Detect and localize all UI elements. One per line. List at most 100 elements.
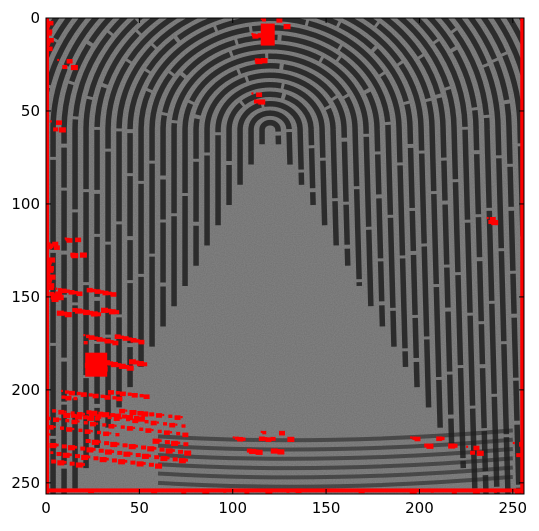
mask-speck (141, 445, 147, 450)
ridge-line (157, 474, 513, 489)
mask-speck (105, 457, 109, 461)
mask-speck (239, 437, 242, 440)
mask-speck (113, 416, 120, 421)
mask-speck (46, 260, 52, 265)
mask-speck (86, 415, 94, 421)
ridge-line (157, 428, 513, 443)
mask-speck (110, 413, 116, 418)
ridge-line (46, 18, 511, 494)
mask-speck (60, 389, 63, 393)
mask-speck (49, 120, 52, 123)
mask-speck (91, 335, 94, 339)
mask-speck (114, 413, 122, 419)
ridge-line (116, 18, 432, 408)
mask-speck (47, 37, 54, 43)
mask-speck (172, 457, 178, 462)
mask-speck (110, 441, 118, 448)
mask-speck (147, 446, 155, 452)
mask-speck (178, 449, 184, 454)
mask-speck (117, 450, 123, 455)
ridge-line (193, 63, 351, 266)
y-tick-label: 50 (21, 102, 40, 120)
mask-speck (62, 311, 68, 316)
mask-speck (71, 419, 78, 425)
mask-speck (98, 411, 104, 416)
mask-speck (86, 410, 92, 415)
mask-speck (183, 442, 189, 447)
mask-speck (75, 462, 83, 468)
mask-speck (96, 394, 99, 397)
mask-speck (50, 451, 54, 455)
mask-speck (85, 334, 90, 339)
mask-region (260, 23, 275, 46)
mask-speck (49, 442, 57, 449)
mask-speck (60, 426, 64, 430)
ridge-line (204, 72, 339, 246)
mask-speck (525, 269, 530, 273)
mask-speck (107, 390, 114, 395)
mask-speck (63, 412, 71, 419)
mask-speck (74, 454, 80, 459)
mask-speck (174, 415, 181, 420)
mask-speck (129, 415, 133, 419)
x-tick-label: 150 (312, 499, 341, 517)
mask-speck (261, 59, 267, 64)
mask-region (85, 352, 108, 377)
mask-speck (107, 415, 112, 420)
mask-speck (62, 452, 70, 458)
mask-speck (171, 440, 179, 447)
x-tick-label: 100 (218, 499, 247, 517)
mask-speck (70, 411, 75, 415)
mask-speck (73, 396, 78, 401)
mask-speck (109, 340, 114, 344)
ridge-line (46, 18, 524, 90)
mask-speck (85, 439, 91, 444)
mask-speck (164, 440, 170, 445)
mask-speck (134, 444, 138, 448)
ridge-line (259, 119, 282, 145)
mask-speck (525, 286, 530, 290)
mask-speck (116, 363, 122, 368)
mask-speck (118, 414, 122, 417)
mask-speck (80, 392, 87, 397)
mask-speck (152, 438, 160, 444)
mask-speck (133, 415, 139, 420)
mask-speck (93, 336, 98, 340)
mask-speck (46, 265, 54, 272)
mask-speck (106, 412, 110, 416)
mask-speck (78, 428, 83, 433)
mask-speck (59, 418, 62, 421)
mask-speck (102, 423, 107, 427)
mask-speck (523, 20, 524, 26)
mask-speck (111, 309, 115, 313)
mask-speck (55, 120, 62, 125)
ridge-line (226, 91, 316, 206)
ridge-line (46, 18, 522, 494)
y-tick-label: 0 (30, 9, 40, 27)
mask-speck (241, 437, 246, 441)
mask-speck (105, 291, 108, 294)
mask-speck (121, 364, 125, 368)
mask-speck (440, 436, 445, 441)
mask-speck (124, 364, 130, 369)
mask-speck (85, 310, 89, 314)
mask-speck (57, 288, 62, 292)
mask-speck (525, 275, 532, 280)
mask-speck (162, 413, 165, 417)
mask-speck (66, 58, 73, 64)
mask-speck (72, 391, 75, 394)
mask-speck (119, 408, 126, 414)
x-tick-label: 50 (130, 499, 149, 517)
mask-speck (157, 429, 162, 434)
mask-speck (111, 390, 114, 393)
mask-speck (47, 277, 53, 282)
mask-speck (141, 411, 149, 417)
mask-region (520, 18, 524, 494)
mask-speck (47, 283, 55, 289)
mask-speck (141, 453, 149, 459)
ridge-line (157, 456, 513, 471)
mask-speck (120, 425, 125, 429)
mask-speck (53, 127, 59, 132)
mask-speck (63, 289, 66, 292)
